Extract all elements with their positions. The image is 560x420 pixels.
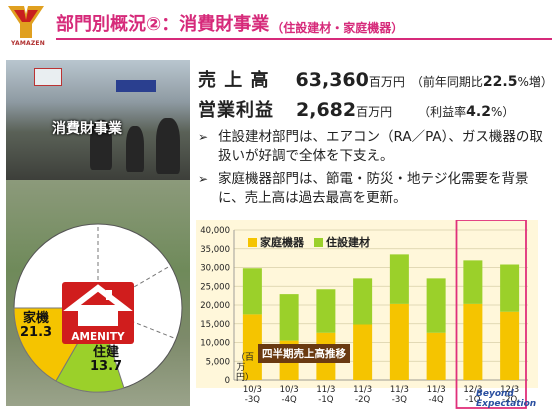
y-tick-label: 25,000: [200, 282, 230, 292]
x-tick-label: 10/3: [243, 385, 262, 395]
sales-growth-note: （前年同期比22.5%増）: [410, 74, 553, 90]
segment-pie-chart: AMENITY 家機 21.3 住建 13.7: [12, 222, 184, 394]
bar-segment-kaki: [242, 314, 262, 380]
bar-segment-kaki: [500, 311, 520, 380]
sales-label: 売 上 高: [198, 70, 270, 91]
photo-person: [90, 120, 112, 170]
highlight-box: [455, 220, 527, 409]
chart-legend: 家庭機器 住設建材: [248, 234, 370, 250]
sales-value: 63,360: [295, 69, 369, 91]
y-tick-label: 15,000: [200, 320, 230, 330]
sales-kpi: 売 上 高 63,360 百万円 （前年同期比22.5%増）: [198, 66, 553, 92]
x-tick-label: -3Q: [392, 395, 407, 405]
arrow-bullet-icon: ➢: [198, 130, 209, 144]
chart-caption: 四半期売上高推移: [258, 344, 350, 363]
logo-mark-icon: [8, 6, 44, 38]
bar-segment-juken: [389, 254, 409, 304]
y-tick-label: 0: [225, 376, 230, 386]
logo-text: YAMAZEN: [11, 40, 45, 47]
beyond-expectation-mark: Beyond Expectation: [476, 389, 537, 409]
yamazen-logo: YAMAZEN: [4, 4, 48, 50]
page-title: 部門別概況②：消費財事業: [56, 14, 270, 35]
legend-item-kaki: 家庭機器: [248, 234, 304, 250]
y-axis-label: （百万円）: [236, 353, 255, 383]
bar-segment-kaki: [353, 324, 373, 380]
y-tick-label: 10,000: [200, 339, 230, 349]
profit-unit: 百万円: [356, 105, 393, 119]
x-tick-label: -1Q: [318, 395, 333, 405]
bar-segment-kaki: [463, 303, 483, 380]
operating-profit-kpi: 営業利益 2,682 百万円 （利益率4.2%）: [198, 96, 514, 122]
x-tick-label: 11/3: [316, 385, 335, 395]
x-tick-label: 11/3: [390, 385, 409, 395]
bar-segment-juken: [500, 264, 520, 312]
profit-label: 営業利益: [198, 100, 274, 121]
page-subtitle: （住設建材・家庭機器）: [271, 21, 404, 35]
bar-segment-kaki: [426, 332, 446, 380]
y-tick-label: 35,000: [200, 245, 230, 255]
x-tick-label: -4Q: [429, 395, 444, 405]
x-tick-label: 11/3: [353, 385, 372, 395]
quarterly-sales-chart: 0 5,000 10,000 15,000 20,000 25,000 30,000 35,0…: [196, 220, 538, 418]
pie-label-juken: 住建 13.7: [90, 345, 123, 374]
y-tick-label: 20,000: [200, 301, 230, 311]
photo-person: [156, 118, 180, 174]
x-tick-label: 10/3: [280, 385, 299, 395]
bullet-list: ➢ 住設建材部門は、エアコン（RA／PA）、ガス機器の取扱いが好調で全体を下支え…: [198, 128, 550, 212]
bar-segment-juken: [353, 278, 373, 325]
bullet-text: 住設建材部門は、エアコン（RA／PA）、ガス機器の取扱いが好調で全体を下支え。: [218, 129, 543, 164]
page-header: 部門別概況②：消費財事業 （住設建材・家庭機器）: [56, 4, 550, 36]
x-tick-label: 11/3: [427, 385, 446, 395]
y-tick-label: 5,000: [206, 357, 230, 367]
bar-segment-kaki: [389, 303, 409, 380]
profit-margin-note: （利益率4.2%）: [418, 104, 515, 120]
bar-segment-juken: [463, 260, 483, 304]
legend-swatch: [314, 237, 323, 247]
x-tick-label: -2Q: [502, 395, 517, 405]
x-tick-label: -2Q: [355, 395, 370, 405]
arrow-bullet-icon: ➢: [198, 172, 209, 186]
x-tick-label: -3Q: [245, 395, 260, 405]
x-tick-label: -1Q: [465, 395, 480, 405]
bullet-item: ➢ 住設建材部門は、エアコン（RA／PA）、ガス機器の取扱いが好調で全体を下支え…: [198, 128, 550, 166]
profit-value: 2,682: [296, 99, 357, 121]
pie-svg: AMENITY: [13, 223, 183, 393]
x-tick-label: 12/3: [463, 385, 482, 395]
bullet-item: ➢ 家庭機器部門は、節電・防災・地テジ化需要を背景に、売上高は過去最高を更新。: [198, 170, 550, 208]
bullet-text: 家庭機器部門は、節電・防災・地テジ化需要を背景に、売上高は過去最高を更新。: [218, 171, 529, 206]
bar-segment-juken: [279, 294, 299, 341]
x-tick-label: -4Q: [282, 395, 297, 405]
bar-segment-juken: [242, 268, 262, 315]
y-tick-label: 30,000: [200, 264, 230, 274]
bar-segment-juken: [316, 289, 336, 333]
x-tick-label: 12/3: [500, 385, 519, 395]
legend-item-juken: 住設建材: [314, 234, 370, 250]
title-divider: [56, 38, 552, 40]
legend-swatch: [248, 237, 257, 247]
sales-unit: 百万円: [368, 75, 405, 89]
pie-center-label: AMENITY: [71, 331, 125, 343]
photo-person: [126, 126, 144, 172]
photo-sign: [116, 80, 156, 92]
photo-sign: [34, 68, 62, 86]
pie-slice-juken: [55, 306, 125, 393]
pie-label-kaki: 家機 21.3: [20, 311, 53, 340]
photo-caption: 消費財事業: [52, 121, 122, 137]
amenity-house-icon: [62, 282, 134, 344]
bar-segment-juken: [426, 278, 446, 333]
y-tick-label: 40,000: [200, 226, 230, 236]
